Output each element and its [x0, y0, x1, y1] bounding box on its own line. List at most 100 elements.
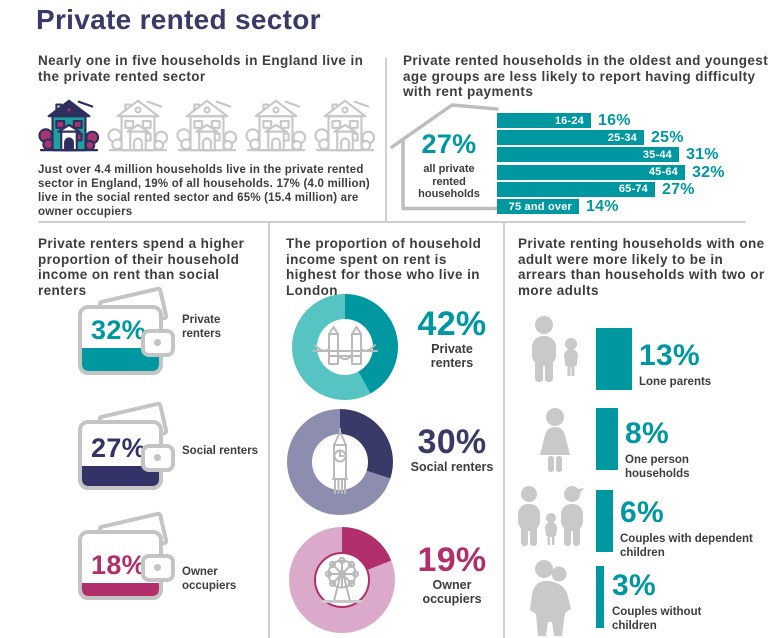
donut-label: Social renters [410, 460, 494, 474]
donut-social-renters [287, 409, 393, 515]
income-on-rent-heading: Private renters spend a higher proportio… [38, 236, 245, 298]
divider-bottom-right [503, 222, 505, 638]
callout-value: 27% [421, 129, 477, 159]
age-bar-category: 45-64 [648, 166, 678, 179]
wallet-private-renters: 32% [78, 286, 175, 383]
arrears-bar [596, 328, 632, 390]
house-icon [176, 99, 238, 152]
arrears-stat: 3% Couples without children [612, 570, 732, 633]
wallet-value: 18% [91, 550, 146, 580]
age-bar-row: 75 and over 14% [497, 198, 779, 215]
arrears-bar [596, 490, 613, 552]
tower-bridge-icon [312, 326, 378, 365]
couple-with-child-icon [518, 486, 584, 546]
donut-hole [314, 552, 370, 608]
wallet-clasp-icon [141, 329, 175, 357]
age-bar-row: 45-64 32% [497, 163, 779, 181]
big-ben-icon [332, 428, 348, 494]
london-heading: The proportion of household income spent… [286, 236, 482, 298]
age-bar-value: 27% [662, 180, 695, 198]
wallet-fill-band [82, 466, 159, 486]
arrears-label: One person households [625, 454, 690, 480]
arrears-stat: 13% Lone parents [639, 340, 749, 390]
age-bar-category: 65-74 [618, 183, 648, 196]
page-title: Private rented sector [36, 4, 321, 35]
lone-parent-icon [532, 316, 578, 382]
age-bar: 65-74 [497, 181, 655, 197]
arrears-label: Lone parents [639, 376, 712, 388]
wallet-label: Owner occupiers [182, 566, 237, 592]
age-chart-callout: 27% all private rented households [406, 129, 492, 201]
donut-value: 30% [417, 423, 487, 461]
age-bar-value: 31% [686, 146, 719, 164]
donut-owner-occupiers [289, 527, 395, 633]
age-bar-row: 65-74 27% [497, 180, 779, 198]
arrears-label: Couples without children [612, 606, 702, 632]
prs-share-heading: Nearly one in five households in England… [38, 53, 364, 84]
one-person-icon [540, 408, 570, 472]
donut-label: Owner occupiers [422, 578, 482, 606]
wallet-social-renters: 27% [78, 401, 175, 498]
wallet-value: 27% [91, 433, 146, 463]
arrears-stat: 6% Couples with dependent children [620, 497, 755, 560]
couple-icon [530, 560, 571, 636]
age-bar-value: 32% [692, 163, 725, 181]
age-bar: 45-64 [497, 164, 685, 180]
wallet-fill-band [82, 583, 159, 596]
house-icon-highlighted [38, 99, 100, 152]
wallet-value: 32% [91, 315, 146, 345]
wallet-body-icon: 27% [78, 420, 163, 490]
donut-label: Private renters [430, 342, 474, 370]
arrears-heading: Private renting households with one adul… [518, 236, 765, 298]
donut-private-renters [292, 294, 398, 400]
age-bar-chart: 16-24 16% 25-34 25% 35-44 31% 45-64 32% 65-74 27%… [497, 112, 779, 217]
age-bar-category: 35-44 [642, 148, 672, 161]
donut-hole [312, 319, 378, 375]
divider-horizontal [38, 221, 746, 223]
age-bar: 25-34 [497, 130, 644, 146]
divider-top [385, 58, 387, 222]
wallet-clasp-icon [141, 444, 175, 472]
wallet-clasp-icon [141, 554, 175, 582]
age-bar: 16-24 [497, 113, 591, 128]
house-icon [314, 99, 376, 152]
donut-value: 42% [417, 305, 487, 343]
house-outline-icon [390, 103, 499, 211]
houses-pictogram [38, 92, 378, 154]
age-bar: 75 and over [497, 199, 579, 214]
wallet-label: Private renters [182, 314, 221, 340]
house-icon [245, 99, 307, 152]
donut-stat: 30% Social renters [410, 424, 494, 475]
donut-stat: 42% Private renters [410, 306, 494, 370]
wallet-label: Social renters [182, 445, 259, 457]
age-bar: 35-44 [497, 147, 679, 163]
donut-value: 19% [417, 541, 487, 579]
callout-label: all private rented households [418, 163, 480, 200]
arrears-bar [596, 566, 604, 628]
age-bar-row: 16-24 16% [497, 112, 779, 129]
arrears-value: 3% [612, 569, 656, 602]
age-bar-row: 35-44 31% [497, 146, 779, 164]
donut-stat: 19% Owner occupiers [410, 542, 494, 606]
arrears-label: Couples with dependent children [620, 533, 753, 559]
wallet-owner-occupiers: 18% [78, 511, 175, 608]
age-bar-value: 16% [598, 112, 631, 129]
rent-difficulty-heading: Private rented households in the oldest … [403, 53, 769, 99]
london-eye-icon [321, 556, 363, 603]
arrears-value: 13% [639, 339, 700, 372]
arrears-bar [596, 408, 618, 470]
house-icon [107, 99, 169, 152]
age-bar-category: 25-34 [607, 131, 637, 144]
age-bar-category: 16-24 [554, 114, 584, 127]
arrears-value: 8% [625, 417, 669, 450]
prs-share-body: Just over 4.4 million households live in… [38, 164, 370, 218]
age-bar-row: 25-34 25% [497, 129, 779, 147]
arrears-value: 6% [620, 496, 664, 529]
wallet-fill-band [82, 348, 159, 371]
donut-hole [312, 428, 368, 494]
divider-bottom-left [268, 222, 270, 638]
age-bar-value: 25% [651, 129, 684, 147]
age-bar-value: 14% [586, 198, 619, 215]
age-bar-category: 75 and over [508, 200, 572, 213]
